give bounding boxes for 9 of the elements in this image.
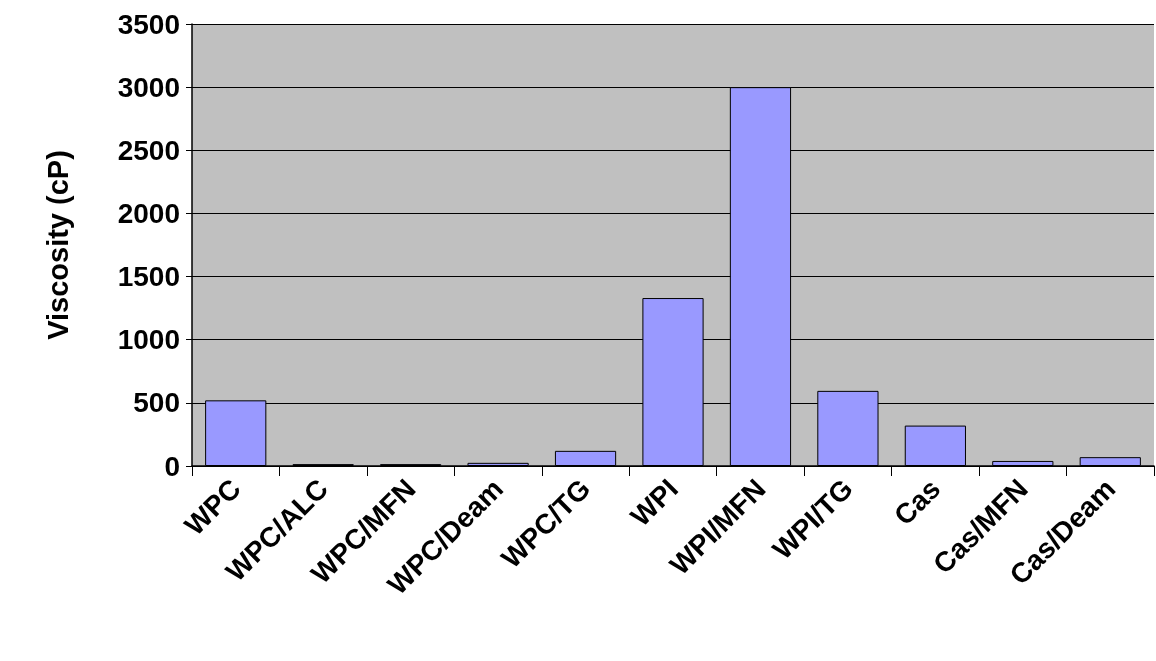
y-tick-label: 3000 <box>117 71 180 103</box>
y-tick-label: 1500 <box>117 261 180 293</box>
y-tick-label: 0 <box>164 450 180 482</box>
y-tick-label: 2500 <box>117 134 180 166</box>
y-tick-label: 1000 <box>117 324 180 356</box>
y-axis-title: Viscosity (cP) <box>41 150 74 340</box>
y-tick-label: 2000 <box>117 197 180 229</box>
y-tick-label: 3500 <box>117 8 180 40</box>
y-tick-label: 500 <box>133 387 180 419</box>
